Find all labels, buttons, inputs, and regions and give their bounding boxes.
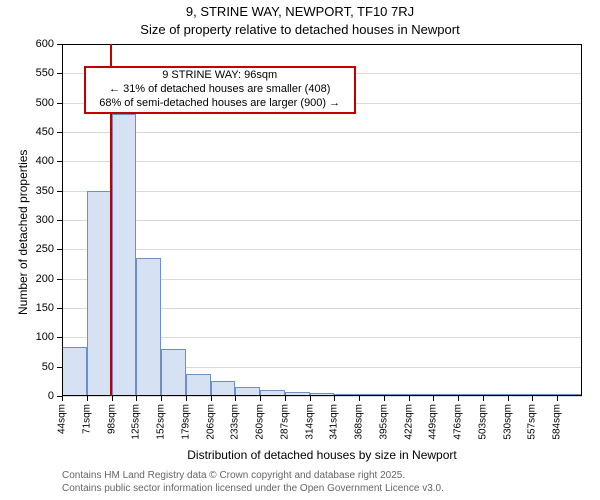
y-tick bbox=[57, 249, 62, 250]
x-tick-label: 179sqm bbox=[180, 404, 191, 440]
chart-title: 9, STRINE WAY, NEWPORT, TF10 7RJ bbox=[0, 4, 600, 19]
x-tick-label: 557sqm bbox=[527, 404, 538, 440]
y-tick bbox=[57, 337, 62, 338]
x-tick bbox=[310, 396, 311, 401]
x-tick-label: 584sqm bbox=[552, 404, 563, 440]
axis-line bbox=[62, 44, 63, 396]
y-tick-label: 600 bbox=[0, 38, 54, 50]
x-tick-label: 98sqm bbox=[106, 404, 117, 434]
annotation-box: 9 STRINE WAY: 96sqm← 31% of detached hou… bbox=[84, 66, 356, 113]
x-tick bbox=[334, 396, 335, 401]
histogram-bar bbox=[211, 381, 236, 396]
x-tick-label: 206sqm bbox=[205, 404, 216, 440]
x-tick bbox=[87, 396, 88, 401]
y-tick-label: 100 bbox=[0, 331, 54, 343]
gridline bbox=[62, 132, 582, 133]
x-tick bbox=[532, 396, 533, 401]
x-tick-label: 503sqm bbox=[477, 404, 488, 440]
x-tick-label: 71sqm bbox=[81, 404, 92, 434]
histogram-bar bbox=[161, 349, 186, 396]
x-tick bbox=[235, 396, 236, 401]
y-tick bbox=[57, 132, 62, 133]
x-tick-label: 44sqm bbox=[57, 404, 68, 434]
x-tick bbox=[557, 396, 558, 401]
histogram-bar bbox=[136, 258, 161, 396]
x-tick-label: 314sqm bbox=[304, 404, 315, 440]
y-axis-label: Number of detached properties bbox=[16, 150, 30, 315]
y-tick bbox=[57, 220, 62, 221]
histogram-bar bbox=[112, 114, 137, 396]
axis-line bbox=[62, 44, 582, 45]
x-tick-label: 260sqm bbox=[255, 404, 266, 440]
chart-subtitle: Size of property relative to detached ho… bbox=[0, 22, 600, 37]
x-tick-label: 530sqm bbox=[502, 404, 513, 440]
y-tick-label: 200 bbox=[0, 273, 54, 285]
x-tick-label: 395sqm bbox=[378, 404, 389, 440]
gridline bbox=[62, 161, 582, 162]
x-tick bbox=[112, 396, 113, 401]
x-tick bbox=[409, 396, 410, 401]
y-tick-label: 450 bbox=[0, 126, 54, 138]
histogram-bar bbox=[62, 347, 87, 396]
annotation-line: ← 31% of detached houses are smaller (40… bbox=[90, 83, 350, 97]
y-tick bbox=[57, 44, 62, 45]
y-tick-label: 150 bbox=[0, 302, 54, 314]
x-tick bbox=[161, 396, 162, 401]
annotation-line: 68% of semi-detached houses are larger (… bbox=[90, 97, 350, 111]
histogram-bar bbox=[186, 374, 211, 396]
x-tick-label: 449sqm bbox=[428, 404, 439, 440]
y-tick-label: 250 bbox=[0, 243, 54, 255]
x-tick-label: 341sqm bbox=[329, 404, 340, 440]
y-tick-label: 0 bbox=[0, 390, 54, 402]
gridline bbox=[62, 249, 582, 250]
x-tick bbox=[384, 396, 385, 401]
y-tick-label: 550 bbox=[0, 67, 54, 79]
x-tick bbox=[211, 396, 212, 401]
x-tick bbox=[458, 396, 459, 401]
x-tick bbox=[483, 396, 484, 401]
attribution-line-2: Contains public sector information licen… bbox=[62, 483, 444, 494]
gridline bbox=[62, 220, 582, 221]
x-tick bbox=[433, 396, 434, 401]
gridline bbox=[62, 396, 582, 397]
axis-line bbox=[62, 395, 582, 396]
x-axis-label: Distribution of detached houses by size … bbox=[62, 448, 582, 462]
y-tick bbox=[57, 191, 62, 192]
annotation-line: 9 STRINE WAY: 96sqm bbox=[90, 69, 350, 83]
y-tick-label: 300 bbox=[0, 214, 54, 226]
y-tick-label: 500 bbox=[0, 97, 54, 109]
y-tick bbox=[57, 367, 62, 368]
x-tick-label: 368sqm bbox=[354, 404, 365, 440]
x-tick-label: 152sqm bbox=[156, 404, 167, 440]
attribution-line-1: Contains HM Land Registry data © Crown c… bbox=[62, 470, 405, 481]
x-tick bbox=[285, 396, 286, 401]
y-tick-label: 400 bbox=[0, 155, 54, 167]
y-tick bbox=[57, 308, 62, 309]
x-tick-label: 233sqm bbox=[230, 404, 241, 440]
x-tick bbox=[260, 396, 261, 401]
x-tick bbox=[186, 396, 187, 401]
gridline bbox=[62, 191, 582, 192]
axis-line bbox=[581, 44, 582, 396]
x-tick bbox=[508, 396, 509, 401]
x-tick-label: 125sqm bbox=[131, 404, 142, 440]
chart-page: 9, STRINE WAY, NEWPORT, TF10 7RJ Size of… bbox=[0, 0, 600, 500]
x-tick bbox=[136, 396, 137, 401]
y-tick bbox=[57, 279, 62, 280]
y-tick bbox=[57, 161, 62, 162]
histogram-bar bbox=[87, 191, 112, 396]
x-tick-label: 422sqm bbox=[403, 404, 414, 440]
y-tick-label: 50 bbox=[0, 361, 54, 373]
x-tick bbox=[62, 396, 63, 401]
x-tick bbox=[359, 396, 360, 401]
plot-area: 9 STRINE WAY: 96sqm← 31% of detached hou… bbox=[62, 44, 582, 396]
y-tick-label: 350 bbox=[0, 185, 54, 197]
y-tick bbox=[57, 73, 62, 74]
x-tick-label: 287sqm bbox=[279, 404, 290, 440]
x-tick-label: 476sqm bbox=[453, 404, 464, 440]
y-tick bbox=[57, 103, 62, 104]
